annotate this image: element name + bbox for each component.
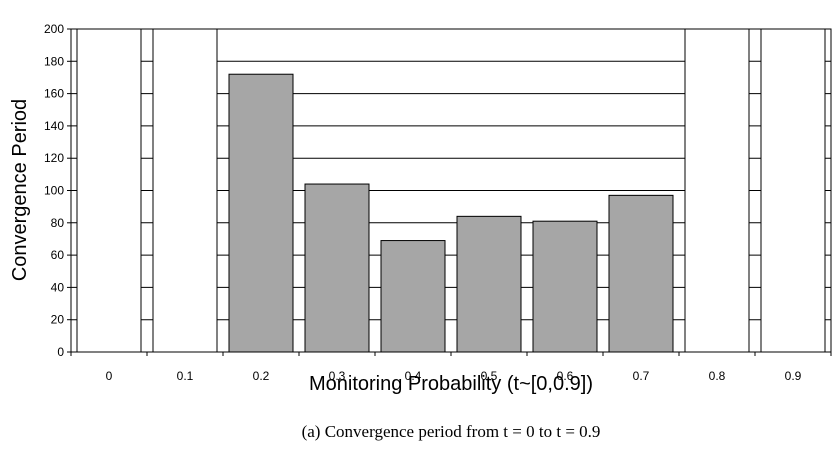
y-axis-ticks: 0 20 40 60 80 100 120 140 160 180 200 <box>44 22 71 359</box>
x-tick-label: 0.6 <box>557 369 574 383</box>
y-tick-label: 40 <box>51 280 65 294</box>
bar-0 <box>76 28 142 353</box>
bars <box>76 28 826 353</box>
x-tick-label: 0.4 <box>405 369 422 383</box>
y-tick-label: 160 <box>44 87 64 101</box>
x-axis-title: Monitoring Probability (t~[0,0.9]) <box>309 373 593 395</box>
bar-0.2 <box>228 73 294 353</box>
x-tick-label: 0.7 <box>633 369 650 383</box>
x-tick-label: 0.9 <box>785 369 802 383</box>
y-tick-label: 60 <box>51 248 65 262</box>
bar-0.6 <box>532 220 598 353</box>
bar-0.8 <box>684 28 750 353</box>
bar-0.4 <box>380 240 446 353</box>
x-tick-label: 0.5 <box>481 369 498 383</box>
figure-caption: (a) Convergence period from t = 0 to t =… <box>302 422 601 441</box>
y-tick-label: 200 <box>44 22 64 36</box>
bar-0.9 <box>760 28 826 353</box>
y-tick-label: 180 <box>44 54 64 68</box>
y-tick-label: 100 <box>44 184 64 198</box>
y-tick-label: 120 <box>44 151 64 165</box>
x-tick-label: 0.2 <box>253 369 270 383</box>
x-tick-label: 0.1 <box>177 369 194 383</box>
bar-0.7 <box>608 194 674 353</box>
x-tick-label: 0.8 <box>709 369 726 383</box>
y-tick-label: 20 <box>51 313 65 327</box>
x-axis-ticks: 0 0.1 0.2 0.3 0.4 0.5 0.6 0.7 0.8 0.9 <box>70 352 832 383</box>
x-tick-label: 0 <box>106 369 113 383</box>
bar-0.1 <box>152 28 218 353</box>
y-tick-label: 0 <box>57 345 64 359</box>
y-tick-label: 140 <box>44 119 64 133</box>
bar-0.5 <box>456 215 522 353</box>
y-tick-label: 80 <box>51 216 65 230</box>
bar-0.3 <box>304 183 370 353</box>
y-axis-title: Convergence Period <box>9 99 31 281</box>
x-tick-label: 0.3 <box>329 369 346 383</box>
